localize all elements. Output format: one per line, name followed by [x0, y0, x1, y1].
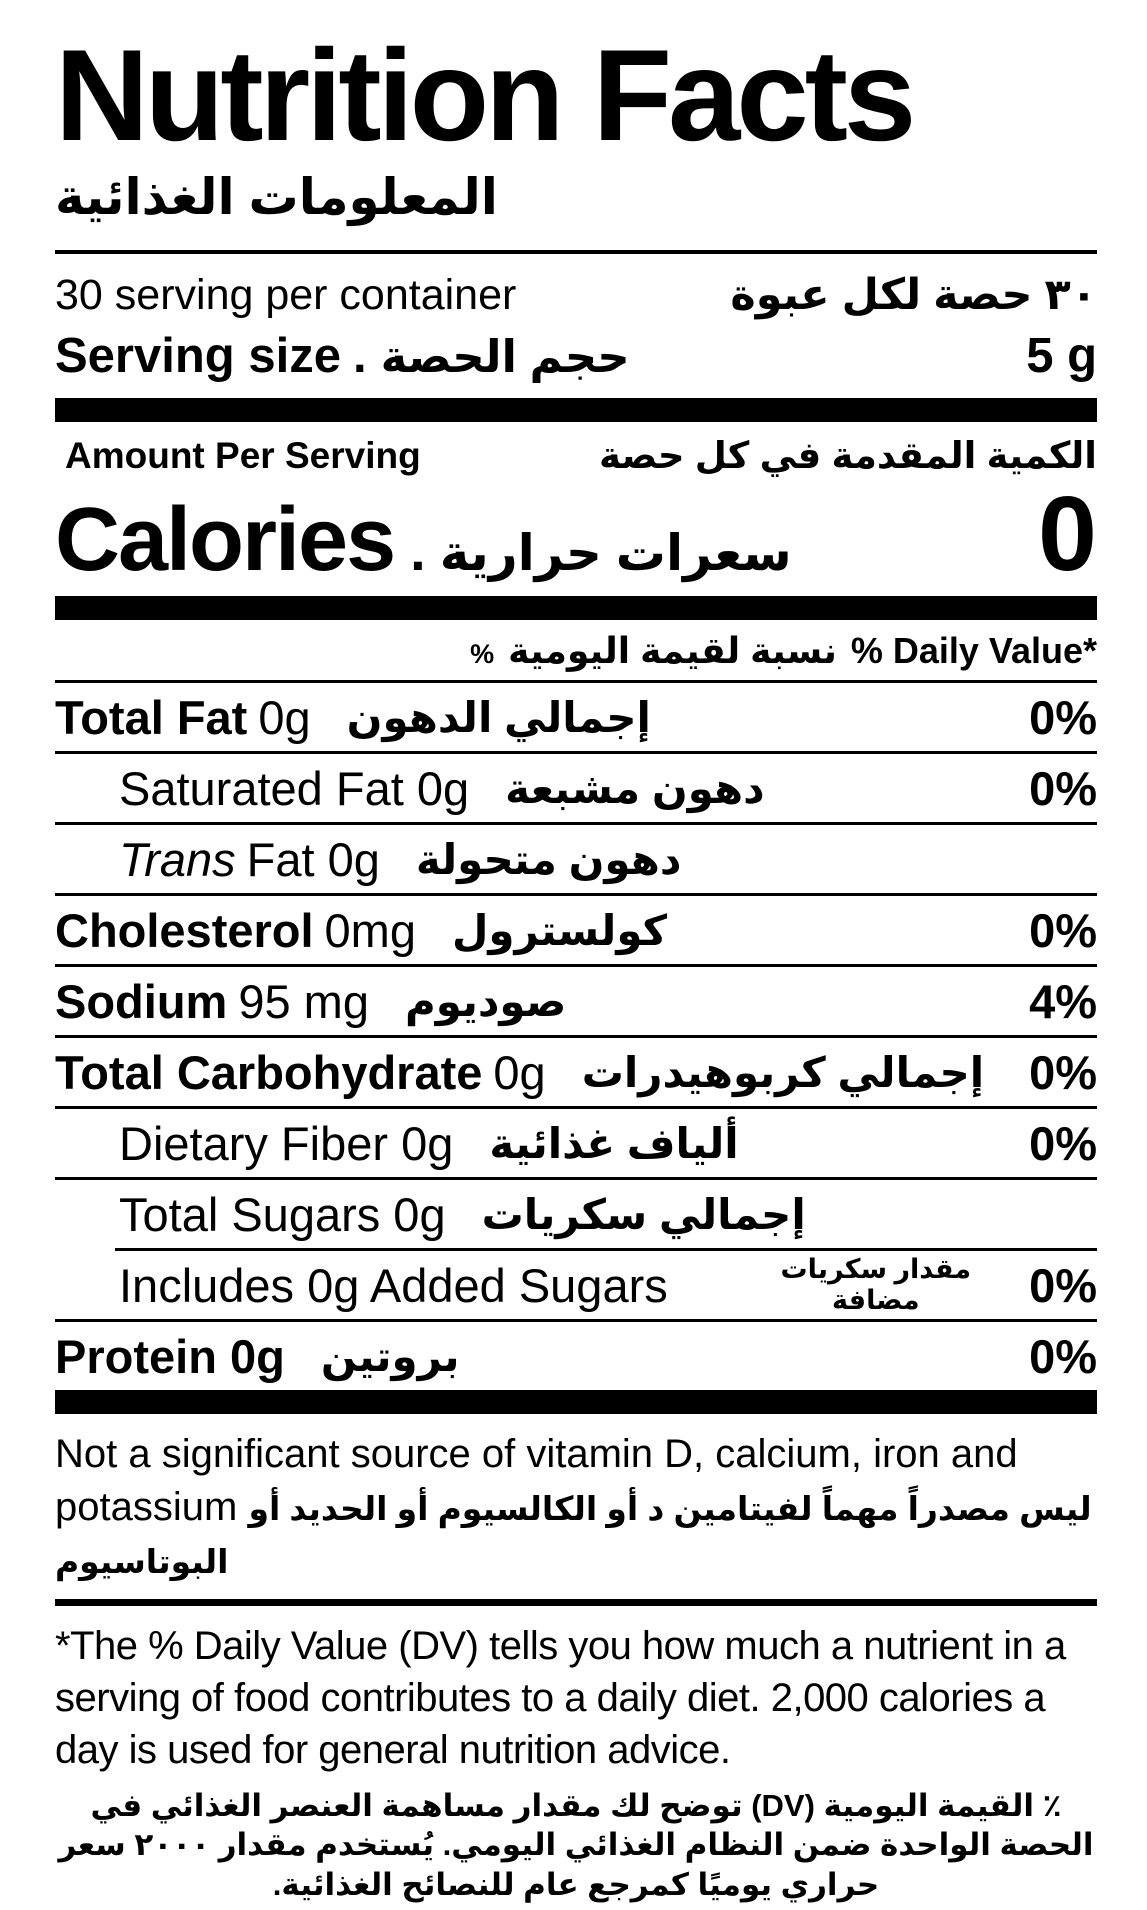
nutrient-name: Includes 0g Added Sugars [119, 1258, 668, 1312]
row-saturated-fat: Saturated Fat 0g دهون مشبعة 0% [55, 754, 1097, 826]
serving-size-value: 5 g [1026, 329, 1097, 383]
label-title-arabic: المعلومات الغذائية [55, 169, 498, 225]
nutrient-name: Total Carbohydrate 0g [55, 1045, 546, 1099]
row-trans-fat: Trans Fat 0g دهون متحولة [55, 825, 1097, 897]
calories-label-arabic: سعرات حرارية [439, 525, 792, 581]
row-cholesterol: Cholesterol 0mg كولسترول 0% [55, 896, 1097, 968]
not-significant-note-english: Not a significant source of vitamin D, c… [55, 1432, 1018, 1530]
serving-size-label-arabic: حجم الحصة [380, 331, 630, 382]
nutrient-name: Total Fat 0g [55, 690, 311, 744]
calories-separator: . [410, 519, 426, 582]
nutrient-name: Sodium 95 mg [55, 974, 369, 1028]
nutrient-daily-value: 0% [1029, 761, 1097, 815]
divider-under-title [55, 250, 1097, 254]
nutrient-name-arabic: صوديوم [404, 977, 567, 1025]
footnote-arabic: ٪ القيمة اليومية (DV) توضح لك مقدار مساه… [58, 1787, 1094, 1903]
nutrient-daily-value: 0% [1029, 1329, 1097, 1383]
row-protein: Protein 0g بروتين 0% [55, 1322, 1097, 1390]
nutrient-name-arabic: ألياف غذائية [489, 1119, 739, 1167]
nutrient-daily-value: 0% [1029, 1258, 1097, 1312]
divider-thick-3 [55, 1390, 1097, 1415]
amount-per-serving-label-arabic: الكمية المقدمة في كل حصة [598, 435, 1097, 476]
nutrient-daily-value: 0% [1029, 903, 1097, 957]
amount-per-serving-line: Amount Per Serving الكمية المقدمة في كل … [55, 434, 1097, 477]
calories-label: Calories [55, 490, 396, 590]
nutrient-name: Protein 0g [55, 1329, 285, 1383]
calories-value: 0 [1038, 475, 1097, 593]
divider-thick-1 [55, 398, 1097, 422]
servings-per-container: 30 serving per container [55, 271, 517, 319]
servings-per-container-arabic: ٣٠ حصة لكل عبوة [730, 271, 1097, 319]
serving-size-separator: . [352, 329, 367, 383]
nutrient-name-arabic: مقدار سكريات مضافة [780, 1254, 972, 1316]
row-total-fat: Total Fat 0g إجمالي الدهون 0% [55, 683, 1097, 755]
nutrient-daily-value: 0% [1029, 1045, 1097, 1099]
nutrient-name-arabic: إجمالي سكريات [481, 1190, 806, 1238]
nutrient-daily-value: 4% [1029, 974, 1097, 1028]
calories-line: Calories . سعرات حرارية 0 [55, 475, 1097, 593]
daily-value-header: % نسبة لقيمة اليومية % Daily Value* [55, 630, 1097, 672]
row-sodium: Sodium 95 mg صوديوم 4% [55, 967, 1097, 1039]
divider-above-footnote [55, 1598, 1097, 1606]
not-significant-note: Not a significant source of vitamin D, c… [55, 1428, 1097, 1586]
divider-indented-above-added-sugars [115, 1248, 1097, 1252]
nutrient-name: Total Sugars 0g [119, 1187, 446, 1241]
nutrient-name: Dietary Fiber 0g [119, 1116, 454, 1170]
footnote-english: *The % Daily Value (DV) tells you how mu… [55, 1623, 1066, 1772]
divider-under-daily-value-header [55, 680, 1097, 684]
row-total-carbohydrate: Total Carbohydrate 0g إجمالي كربوهيدرات 0… [55, 1038, 1097, 1110]
not-significant-note-arabic: ليس مصدراً مهماً لفيتامين د أو الكالسيوم… [55, 1490, 1092, 1580]
nutrient-name-arabic: بروتين [320, 1332, 460, 1380]
nutrient-name: Cholesterol 0mg [55, 903, 416, 957]
divider-thick-2 [55, 596, 1097, 621]
daily-value-header-english: % Daily Value* [850, 630, 1097, 672]
amount-per-serving-label: Amount Per Serving [65, 435, 421, 476]
row-dietary-fiber: Dietary Fiber 0g ألياف غذائية 0% [55, 1109, 1097, 1181]
nutrient-name: Saturated Fat 0g [119, 761, 470, 815]
label-title: Nutrition Facts [55, 22, 916, 168]
nutrient-daily-value: 0% [1029, 1116, 1097, 1170]
daily-value-percent-symbol: % [470, 639, 495, 670]
serving-size-label: Serving size [55, 329, 341, 383]
nutrient-daily-value: 0% [1029, 690, 1097, 744]
servings-line: 30 serving per container ٣٠ حصة لكل عبوة [55, 270, 1097, 320]
nutrient-name-arabic: كولسترول [451, 906, 668, 954]
nutrient-name-arabic: إجمالي كربوهيدرات [581, 1048, 985, 1096]
nutrient-name-arabic: دهون متحولة [415, 835, 682, 883]
nutrient-name-arabic: إجمالي الدهون [346, 693, 651, 741]
daily-value-header-arabic: نسبة لقيمة اليومية [508, 630, 837, 672]
nutrient-name-arabic: دهون مشبعة [505, 764, 765, 812]
nutrient-name: Trans Fat 0g [119, 832, 380, 886]
row-total-sugars: Total Sugars 0g إجمالي سكريات [55, 1180, 1097, 1248]
serving-size-line: Serving size . حجم الحصة 5 g [55, 328, 1097, 384]
row-added-sugars: Includes 0g Added Sugars مقدار سكريات مض… [55, 1251, 1097, 1323]
